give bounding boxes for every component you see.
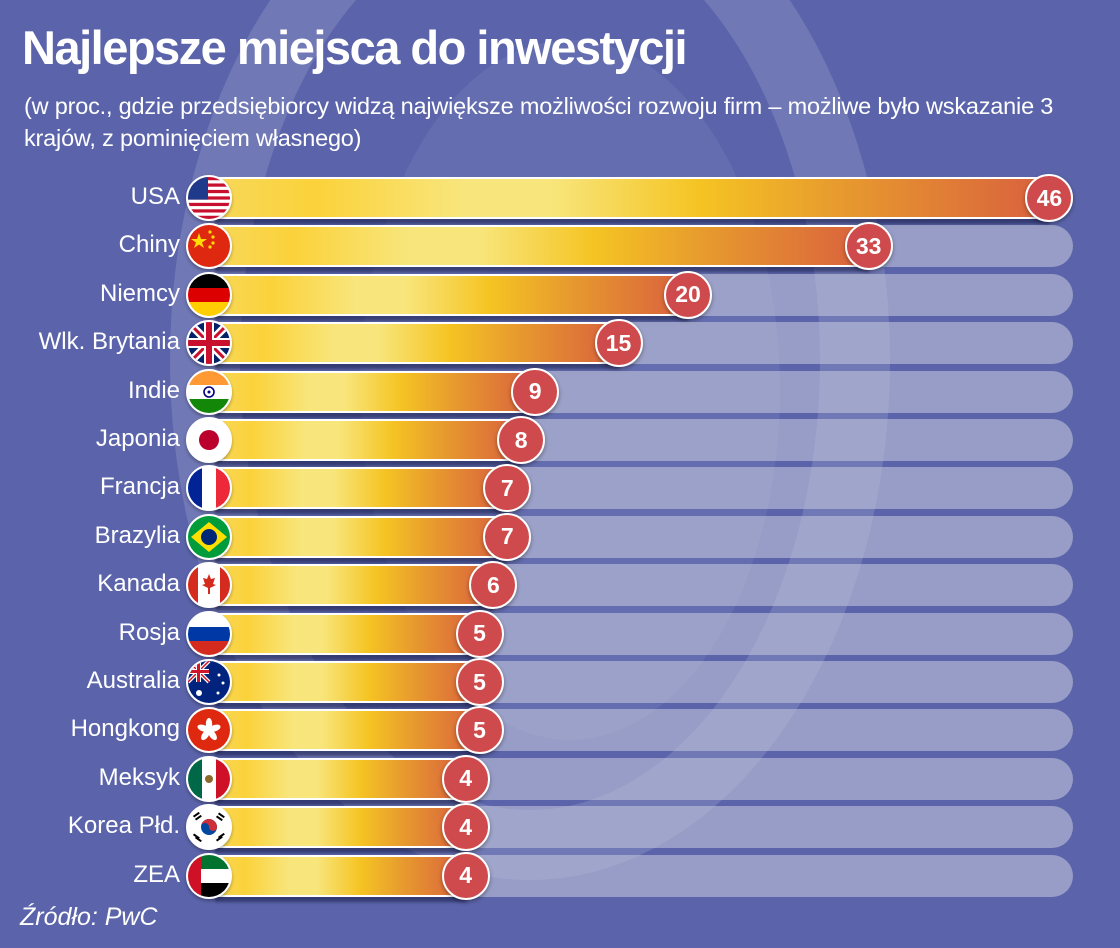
category-label: Wlk. Brytania (38, 328, 180, 356)
kr-flag-icon (186, 804, 232, 851)
br-flag-icon (186, 513, 232, 560)
bar (215, 177, 1050, 219)
category-label: USA (130, 183, 180, 210)
value-label: 7 (483, 464, 532, 513)
bar (215, 806, 466, 849)
value-label: 46 (1025, 174, 1074, 222)
mx-flag-icon (186, 755, 232, 802)
value-label: 20 (664, 270, 712, 319)
value-label: 4 (441, 803, 490, 852)
category-label: Australia (86, 667, 180, 694)
category-label: Korea Płd. (67, 812, 180, 840)
value-label: 15 (594, 319, 643, 368)
bar (215, 757, 466, 800)
chart-subtitle: (w proc., gdzie przedsiębiorcy widzą naj… (24, 93, 1054, 151)
bar (215, 854, 466, 897)
bar (215, 419, 522, 461)
category-label: Rosja (118, 618, 180, 646)
in-flag-icon (186, 368, 232, 415)
cn-flag-icon (186, 223, 232, 270)
category-label: Hongkong (70, 715, 180, 743)
category-label: Brazylia (94, 521, 180, 549)
value-label: 6 (469, 561, 518, 610)
ca-flag-icon (186, 562, 232, 609)
value-label: 33 (844, 222, 893, 271)
value-label: 8 (497, 416, 546, 464)
category-label: Indie (127, 376, 180, 404)
value-label: 9 (511, 367, 560, 416)
bar (215, 322, 619, 365)
ru-flag-icon (186, 610, 232, 657)
gb-flag-icon (186, 320, 232, 367)
de-flag-icon (186, 271, 232, 318)
au-flag-icon (186, 659, 232, 705)
bar (215, 612, 480, 655)
category-label: Meksyk (98, 763, 180, 791)
category-label: Kanada (97, 570, 180, 598)
bar (215, 225, 869, 268)
us-flag-icon (186, 175, 232, 221)
value-label: 5 (455, 658, 504, 706)
value-label: 4 (441, 754, 490, 803)
fr-flag-icon (186, 465, 232, 512)
hk-flag-icon (186, 707, 232, 754)
bar (215, 564, 494, 607)
category-label: Niemcy (99, 279, 180, 307)
value-label: 5 (455, 609, 504, 658)
bar (215, 370, 536, 413)
chart-title: Najlepsze miejsca do inwestycji (22, 21, 688, 74)
category-label: ZEA (133, 860, 180, 888)
category-label: Francja (99, 473, 180, 501)
jp-flag-icon (186, 417, 232, 463)
ae-flag-icon (186, 852, 232, 899)
source-note: Źródło: PwC (20, 903, 158, 931)
bar (215, 515, 508, 558)
bar (215, 709, 480, 752)
bar (215, 273, 688, 316)
value-label: 7 (483, 512, 532, 561)
value-label: 5 (455, 706, 504, 755)
bar (215, 467, 508, 510)
category-label: Chiny (118, 231, 180, 259)
value-label: 4 (441, 851, 490, 900)
category-label: Japonia (95, 425, 180, 452)
bar (215, 661, 480, 703)
